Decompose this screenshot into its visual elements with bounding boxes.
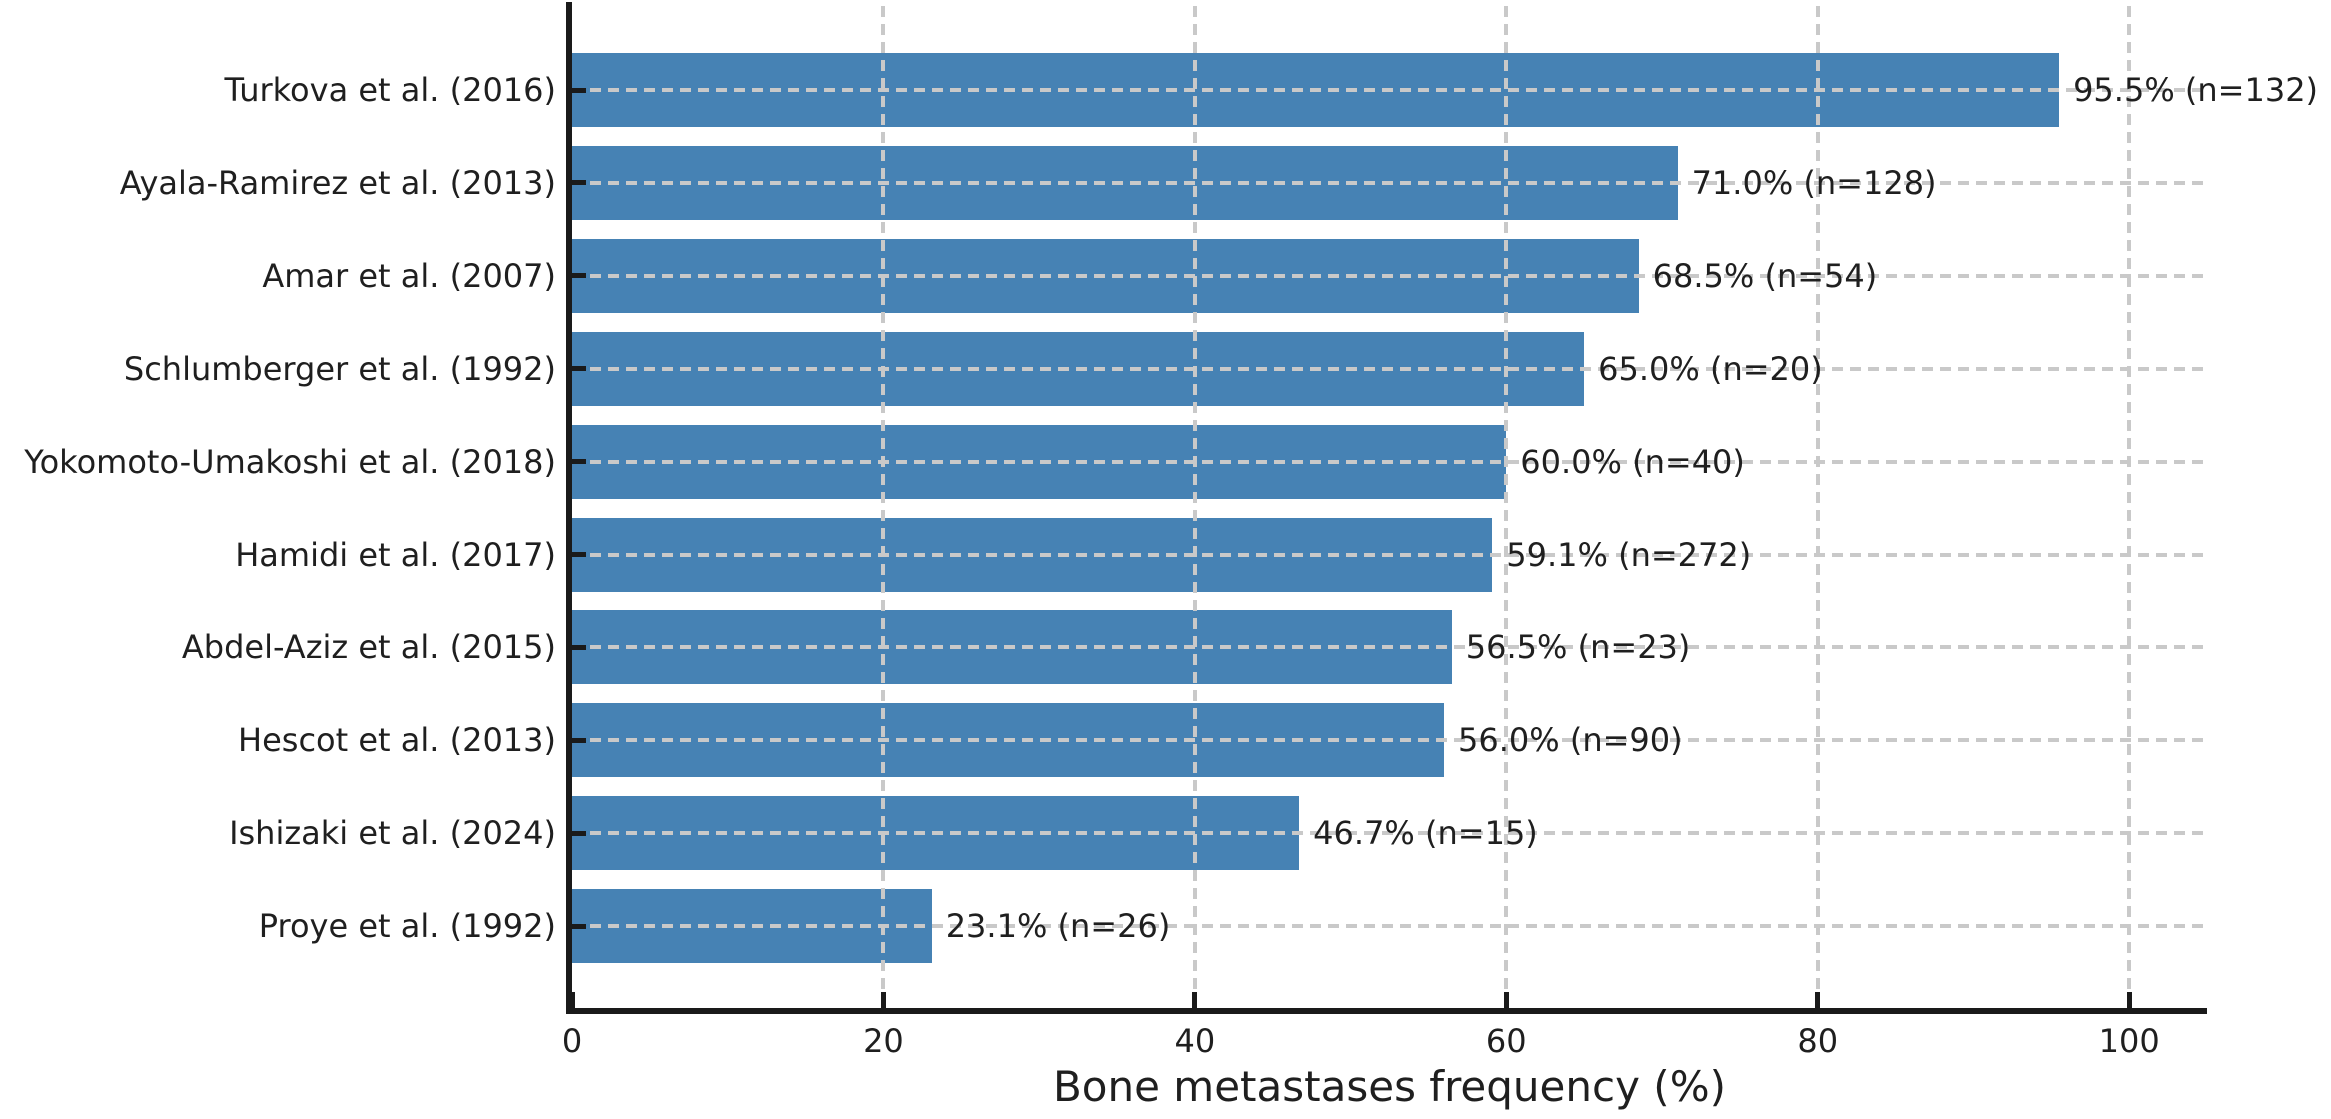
y-category-label: Schlumberger et al. (1992) [123, 349, 556, 388]
y-gridline [572, 88, 2207, 92]
y-category-label: Turkova et al. (2016) [224, 71, 556, 109]
x-tick-mark [2126, 992, 2132, 1008]
x-tick-label: 60 [1485, 1022, 1527, 1060]
y-category-label: Proye et al. (1992) [258, 907, 556, 946]
y-tick-mark [566, 366, 586, 372]
x-tick-label: 40 [1174, 1022, 1216, 1060]
y-gridline [572, 645, 2207, 650]
x-gridline [1815, 6, 1820, 1008]
x-tick-label: 20 [863, 1022, 904, 1060]
y-tick-mark [566, 737, 586, 743]
y-tick-mark [566, 830, 586, 836]
y-category-label: Yokomoto-Umakoshi et al. (2018) [24, 442, 556, 481]
y-gridline [572, 738, 2207, 743]
x-tick-mark [569, 992, 575, 1008]
y-tick-mark [566, 923, 586, 929]
bar-value-label: 56.5% (n=23) [1465, 628, 1691, 667]
x-tick-label: 80 [1797, 1022, 1839, 1060]
x-tick-mark [1192, 992, 1198, 1008]
y-axis-spine [566, 2, 572, 1014]
bar-value-label: 60.0% (n=40) [1520, 442, 1745, 481]
y-category-label: Ayala-Ramirez et al. (2013) [119, 163, 556, 202]
x-tick-mark [1503, 992, 1509, 1008]
y-tick-mark [566, 552, 586, 557]
y-gridline [572, 552, 2207, 557]
y-tick-mark [566, 180, 586, 186]
bar-value-label: 59.1% (n=272) [1506, 535, 1752, 574]
bar-value-label: 71.0% (n=128) [1691, 163, 1937, 202]
y-gridline [572, 924, 2207, 929]
y-tick-mark [566, 644, 586, 650]
x-axis-spine [566, 1008, 2207, 1014]
y-category-label: Amar et al. (2007) [262, 256, 556, 295]
bar-value-label: 65.0% (n=20) [1598, 349, 1823, 388]
y-gridline [572, 273, 2207, 278]
x-tick-mark [880, 992, 886, 1008]
y-category-label: Hescot et al. (2013) [238, 721, 556, 760]
plot-area: 95.5% (n=132) 71.0% (n=128) 68.5% (n=54) 65… [566, 6, 2318, 1008]
x-tick-label: 0 [561, 1022, 583, 1060]
y-category-label: Abdel-Aziz et al. (2015) [181, 628, 556, 667]
x-axis-label: Bone metastases frequency (%) [1052, 1062, 1726, 1111]
y-category-label: Hamidi et al. (2017) [235, 535, 556, 574]
x-tick-label: 100 [2098, 1022, 2160, 1060]
x-gridline [881, 6, 886, 1008]
y-tick-mark [566, 273, 586, 279]
bar-value-label: 56.0% (n=90) [1458, 721, 1683, 760]
y-gridline [572, 180, 2207, 185]
x-tick-mark [1815, 992, 1821, 1008]
x-gridline [1504, 6, 1509, 1008]
bar-value-label: 23.1% (n=26) [945, 907, 1171, 946]
y-gridline [572, 831, 2207, 836]
y-gridline [572, 366, 2207, 371]
bar-value-label: 46.7% (n=15) [1313, 814, 1538, 853]
y-tick-mark [566, 87, 586, 93]
x-gridline [1192, 6, 1197, 1008]
y-tick-mark [566, 459, 586, 465]
y-category-label: Ishizaki et al. (2024) [229, 814, 556, 853]
x-gridline [2127, 6, 2132, 1008]
y-gridline [572, 459, 2207, 464]
bar-value-label: 95.5% (n=132) [2073, 71, 2319, 109]
bar-value-label: 68.5% (n=54) [1652, 256, 1878, 295]
